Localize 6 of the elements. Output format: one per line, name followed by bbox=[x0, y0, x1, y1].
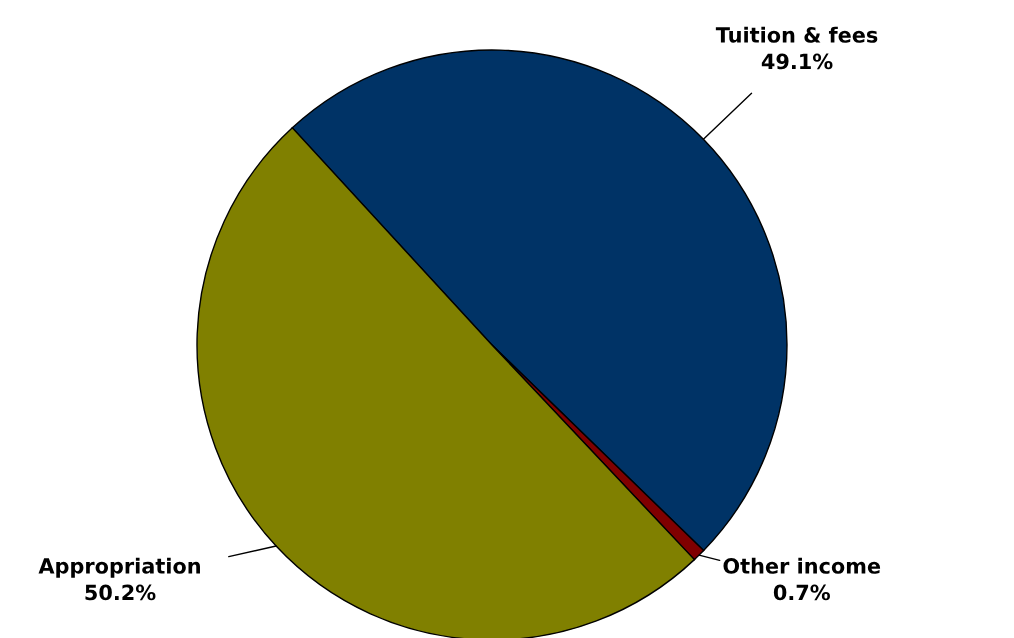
slice-label: Other income bbox=[723, 557, 881, 574]
data-label: 49.1% bbox=[761, 53, 833, 70]
slice-label: Tuition & fees bbox=[715, 26, 878, 43]
data-label: 0.7% bbox=[773, 584, 830, 601]
data-label: 50.2% bbox=[85, 584, 156, 601]
slice-label: Appropriation bbox=[38, 557, 200, 578]
